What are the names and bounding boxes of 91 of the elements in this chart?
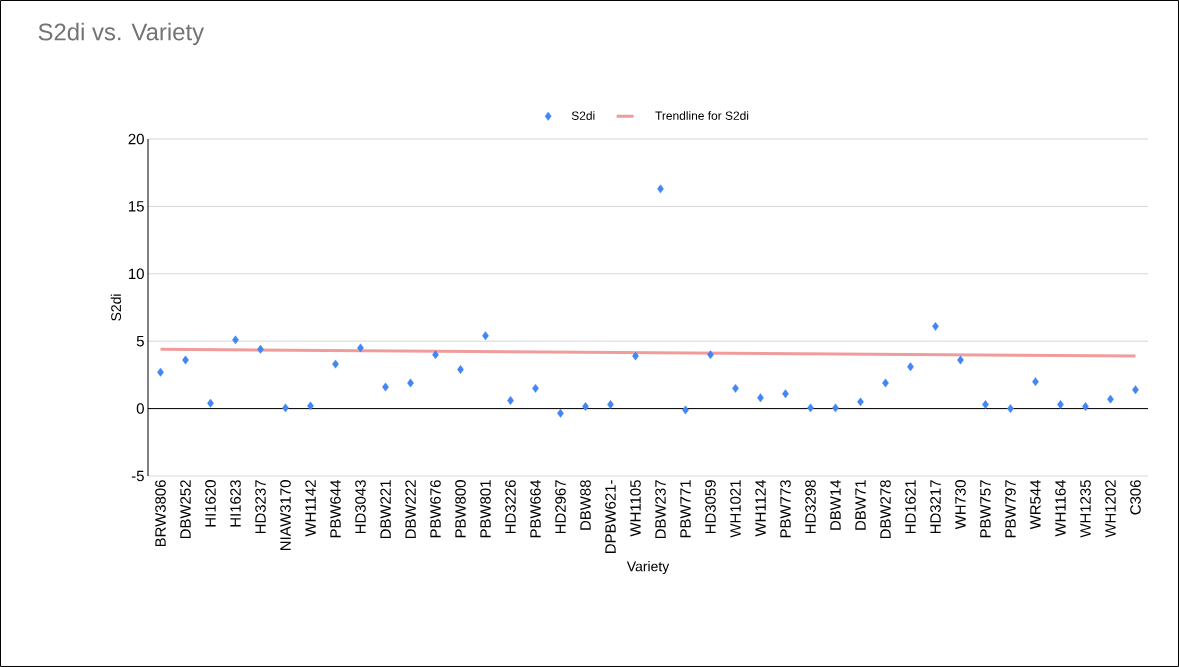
point (332, 359, 339, 369)
x-tick-label: HD3226 (505, 480, 516, 534)
x-tick-label: WH730 (955, 480, 966, 530)
point (1107, 394, 1114, 404)
point (1132, 385, 1139, 395)
legend-label: S2di (571, 111, 595, 120)
x-tick-label: DBW278 (880, 480, 891, 539)
x-tick-label: WH1124 (755, 479, 766, 537)
point (1007, 404, 1014, 413)
x-tick-label: WH1021 (730, 480, 741, 538)
point (482, 331, 489, 341)
x-tick-label: DBW221 (380, 480, 391, 539)
x-tick-label: HD3217 (930, 480, 941, 534)
x-tick-label: HD3043 (355, 480, 366, 534)
x-tick-label: DBW14 (830, 479, 841, 530)
point (432, 350, 439, 360)
x-tick-label: C306 (1130, 480, 1141, 515)
point (882, 378, 889, 388)
x-tick-label: DBW237 (655, 480, 666, 539)
x-tick-label: WH1105 (630, 480, 641, 537)
x-tick-label: PBW664 (530, 479, 541, 538)
point (1057, 400, 1064, 409)
point (932, 321, 939, 331)
point (632, 351, 639, 361)
point (857, 397, 864, 407)
x-tick-label: HI1623 (230, 480, 241, 527)
x-tick-label: PBW644 (330, 479, 341, 538)
x-tick-label: DPBW621- (605, 480, 616, 554)
y-axis-title: S2di (110, 294, 122, 321)
point (382, 382, 389, 392)
point (307, 401, 314, 411)
x-tick-label: PBW801 (480, 480, 491, 538)
y-tick-label: -5 (131, 470, 144, 482)
x-tick-label: HD1621 (905, 480, 916, 534)
point (557, 408, 564, 418)
point (282, 403, 289, 413)
x-tick-label: DBW252 (180, 480, 191, 539)
point (182, 355, 189, 365)
x-tick-label: NIAW3170 (280, 480, 291, 550)
x-tick-label: PBW800 (455, 480, 466, 538)
point (707, 350, 714, 360)
x-tick-label: WH1235 (1080, 480, 1091, 538)
point (832, 403, 839, 413)
x-tick-label: PBW676 (430, 480, 441, 538)
y-tick-label: 5 (136, 335, 144, 347)
x-tick-label: WR544 (1030, 479, 1041, 530)
x-tick-label: DBW71 (855, 480, 866, 530)
x-tick-label: PBW797 (1005, 480, 1016, 538)
x-tick-label: BRW3806 (155, 480, 166, 547)
point (682, 405, 689, 415)
legend-label: Trendline for S2di (655, 111, 749, 120)
x-tick-label: WH1202 (1105, 480, 1116, 538)
point (1032, 377, 1039, 387)
x-tick-label: WH1142 (305, 480, 316, 537)
point (207, 398, 214, 408)
point (957, 355, 964, 365)
y-tick-label: 0 (136, 403, 144, 414)
point (257, 344, 264, 354)
x-tick-label: PBW771 (680, 480, 691, 538)
point (907, 362, 914, 372)
point (782, 389, 789, 399)
x-axis-title: Variety (626, 561, 670, 575)
chart-title: S2di vs. Variety (38, 22, 205, 46)
y-tick-label: 20 (128, 133, 144, 145)
x-tick-label: DBW88 (580, 480, 591, 530)
point (232, 335, 239, 345)
point (807, 403, 814, 413)
point (582, 402, 589, 411)
point (157, 367, 164, 377)
x-tick-label: DBW222 (405, 480, 416, 539)
point (407, 378, 414, 388)
x-tick-label: HI1620 (205, 480, 216, 527)
point (982, 400, 989, 409)
x-tick-label: WH1164 (1055, 479, 1066, 537)
y-tick-label: 10 (129, 268, 144, 280)
point (657, 184, 664, 194)
point (1082, 402, 1089, 411)
x-tick-label: HD2967 (555, 480, 566, 534)
point (732, 383, 739, 393)
x-tick-label: HD3298 (805, 480, 816, 534)
x-tick-label: PBW757 (980, 480, 991, 538)
point (607, 400, 614, 409)
point (457, 365, 464, 374)
x-tick-label: PBW773 (780, 480, 791, 538)
x-tick-label: HD3059 (705, 480, 716, 534)
point (532, 383, 539, 393)
x-tick-label: HD3237 (255, 480, 266, 534)
point (507, 396, 514, 405)
y-tick-label: 15 (129, 201, 144, 212)
point (357, 343, 364, 353)
point (757, 393, 764, 403)
